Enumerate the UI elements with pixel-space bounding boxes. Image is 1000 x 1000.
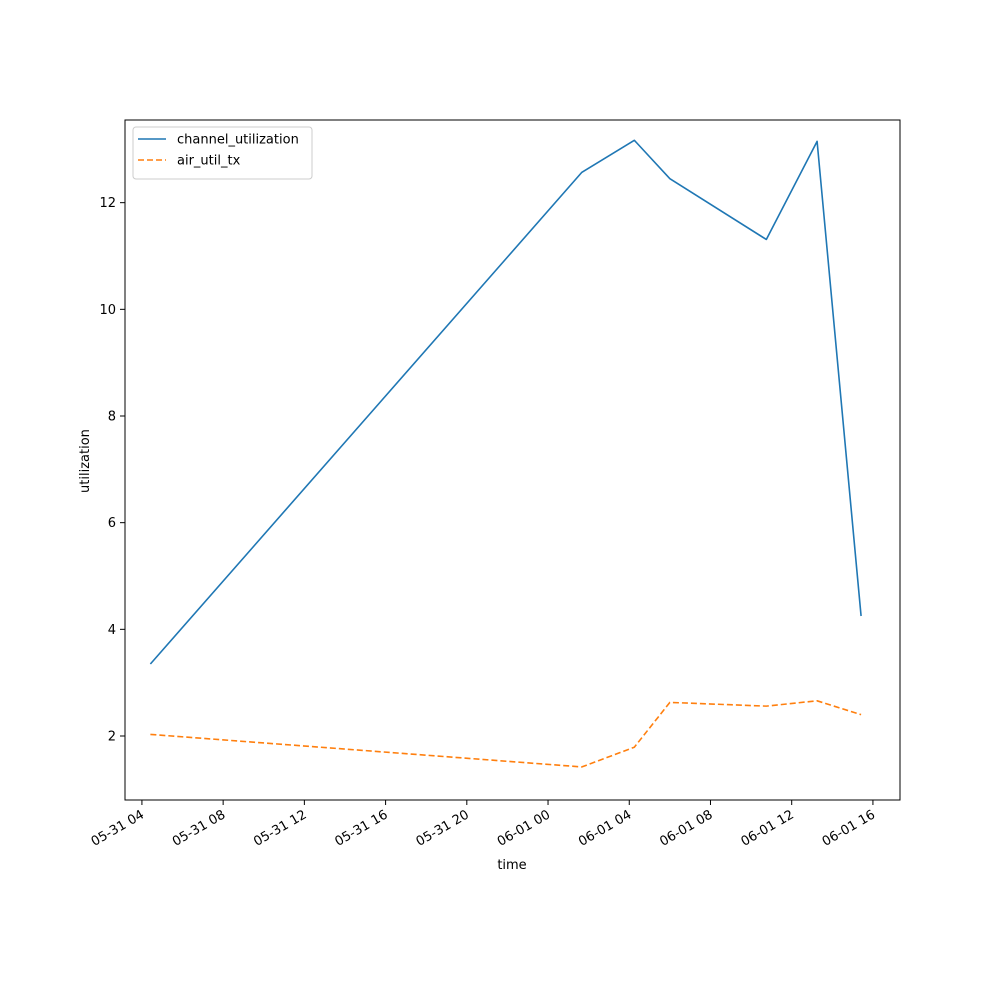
x-tick-label: 06-01 00 — [495, 807, 553, 849]
series-layer — [149, 139, 862, 768]
series-line-channel_utilization — [149, 139, 862, 665]
legend: channel_utilization air_util_tx — [132, 126, 313, 180]
x-tick-label: 06-01 04 — [576, 807, 634, 849]
plot-frame — [124, 119, 901, 801]
x-axis: 05-31 04 05-31 08 05-31 12 05-31 16 05-31 20… — [89, 800, 878, 850]
x-tick-label: 06-01 08 — [657, 807, 715, 849]
x-tick-label: 06-01 16 — [820, 807, 878, 849]
y-axis: 2 4 6 8 10 12 — [99, 196, 125, 745]
y-axis-label: utilization — [78, 429, 93, 493]
legend-box — [132, 126, 313, 180]
y-tick-label: 2 — [108, 730, 116, 745]
x-tick-label: 05-31 12 — [251, 807, 309, 849]
x-tick-label: 05-31 16 — [332, 807, 390, 849]
x-tick-label: 05-31 20 — [414, 807, 472, 849]
plot-area — [124, 119, 901, 801]
y-tick-label: 8 — [108, 410, 116, 425]
legend-label-channel_utilization: channel_utilization — [177, 133, 299, 148]
y-tick-label: 12 — [99, 196, 116, 211]
x-tick-label: 05-31 08 — [170, 807, 228, 849]
series-line-air_util_tx — [150, 699, 862, 768]
x-tick-label: 06-01 12 — [739, 807, 797, 849]
legend-label-air_util_tx: air_util_tx — [177, 154, 241, 169]
x-tick-label: 05-31 04 — [89, 807, 147, 849]
y-tick-label: 4 — [108, 623, 116, 638]
y-tick-label: 6 — [108, 516, 116, 531]
x-axis-label: time — [497, 858, 526, 873]
y-tick-label: 10 — [99, 303, 116, 318]
